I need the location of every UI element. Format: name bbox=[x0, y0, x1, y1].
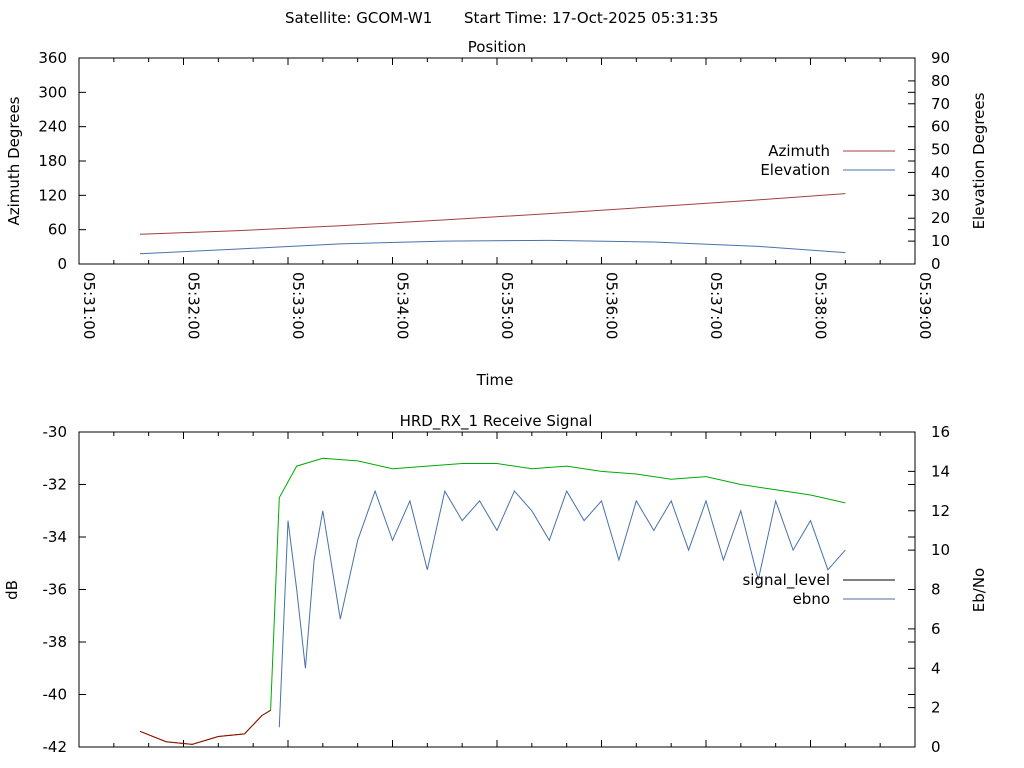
series-signal-level-line bbox=[139, 457, 846, 745]
db-axis-label: dB bbox=[3, 580, 21, 600]
y2-tick-label: 16 bbox=[931, 423, 950, 441]
receive-y2-axis: 0 2 4 6 8 10 12 14 16 bbox=[908, 423, 950, 756]
position-title: Position bbox=[468, 38, 526, 56]
position-x-axis: 05:31:00 05:32:00 05:33:00 05:34:00 05:35:00… bbox=[78, 58, 934, 339]
position-y-axis: 0 60 120 180 240 300 360 bbox=[38, 49, 915, 273]
x-tick-label: 05:39:00 bbox=[916, 272, 934, 339]
receive-series bbox=[139, 457, 846, 745]
y-tick-label: -40 bbox=[43, 686, 68, 704]
time-axis-label: Time bbox=[476, 371, 514, 389]
y2-tick-label: 50 bbox=[931, 141, 950, 159]
y2-tick-label: 2 bbox=[931, 699, 941, 717]
x-tick-label: 05:32:00 bbox=[185, 272, 203, 339]
legend-elevation-label: Elevation bbox=[760, 161, 830, 179]
y2-tick-label: 6 bbox=[931, 620, 941, 638]
x-tick-label: 05:34:00 bbox=[394, 272, 412, 339]
receive-signal-title: HRD_RX_1 Receive Signal bbox=[400, 412, 593, 431]
x-tick-label: 05:35:00 bbox=[498, 272, 516, 339]
y-tick-label: 360 bbox=[38, 49, 67, 67]
y2-tick-label: 12 bbox=[931, 502, 950, 520]
y-tick-label: 120 bbox=[38, 186, 67, 204]
y2-tick-label: 40 bbox=[931, 163, 950, 181]
y-tick-label: 240 bbox=[38, 118, 67, 136]
receive-y-axis: -42 -40 -38 -36 -34 -32 -30 bbox=[43, 423, 915, 756]
x-tick-label: 05:31:00 bbox=[80, 272, 98, 339]
y-tick-label: -30 bbox=[43, 423, 68, 441]
y2-tick-label: 14 bbox=[931, 462, 950, 480]
y-tick-label: -36 bbox=[43, 581, 68, 599]
y2-tick-label: 10 bbox=[931, 541, 950, 559]
series-ebno-line bbox=[278, 489, 846, 728]
satellite-label: Satellite: GCOM-W1 bbox=[285, 9, 432, 27]
y-tick-label: -34 bbox=[43, 528, 68, 546]
y2-tick-label: 10 bbox=[931, 232, 950, 250]
receive-plot-frame bbox=[78, 431, 916, 748]
legend-signal-level-label: signal_level bbox=[742, 571, 830, 590]
series-azimuth-line bbox=[139, 193, 846, 235]
y2-tick-label: 8 bbox=[931, 581, 941, 599]
x-tick-label: 05:36:00 bbox=[603, 272, 621, 339]
y-tick-label: 60 bbox=[48, 221, 67, 239]
y2-tick-label: 4 bbox=[931, 659, 941, 677]
x-tick-label: 05:38:00 bbox=[812, 272, 830, 339]
y2-tick-label: 70 bbox=[931, 95, 950, 113]
y-tick-label: -32 bbox=[43, 476, 68, 494]
series-signal-level-low-line bbox=[139, 709, 271, 745]
y-tick-label: -38 bbox=[43, 633, 68, 651]
legend-ebno-label: ebno bbox=[793, 590, 830, 608]
position-y2-axis: 0 10 20 30 40 50 60 70 80 90 bbox=[908, 49, 950, 273]
receive-x-axis bbox=[78, 432, 916, 747]
y2-tick-label: 30 bbox=[931, 186, 950, 204]
y2-tick-label: 0 bbox=[931, 255, 941, 273]
ebno-axis-label: Eb/No bbox=[970, 568, 988, 612]
azimuth-axis-label: Azimuth Degrees bbox=[5, 96, 23, 225]
y2-tick-label: 80 bbox=[931, 72, 950, 90]
y-tick-label: 300 bbox=[38, 83, 67, 101]
series-elevation-line bbox=[139, 239, 846, 255]
y2-tick-label: 60 bbox=[931, 118, 950, 136]
legend-azimuth-label: Azimuth bbox=[768, 142, 830, 160]
elevation-axis-label: Elevation Degrees bbox=[970, 92, 988, 229]
y2-tick-label: 90 bbox=[931, 49, 950, 67]
y2-tick-label: 20 bbox=[931, 209, 950, 227]
y-tick-label: -42 bbox=[43, 738, 68, 756]
start-time-label: Start Time: 17-Oct-2025 05:31:35 bbox=[464, 9, 719, 27]
x-tick-label: 05:33:00 bbox=[289, 272, 307, 339]
position-series bbox=[139, 193, 846, 255]
y-tick-label: 180 bbox=[38, 152, 67, 170]
x-tick-label: 05:37:00 bbox=[707, 272, 725, 339]
y-tick-label: 0 bbox=[57, 255, 67, 273]
y2-tick-label: 0 bbox=[931, 738, 941, 756]
